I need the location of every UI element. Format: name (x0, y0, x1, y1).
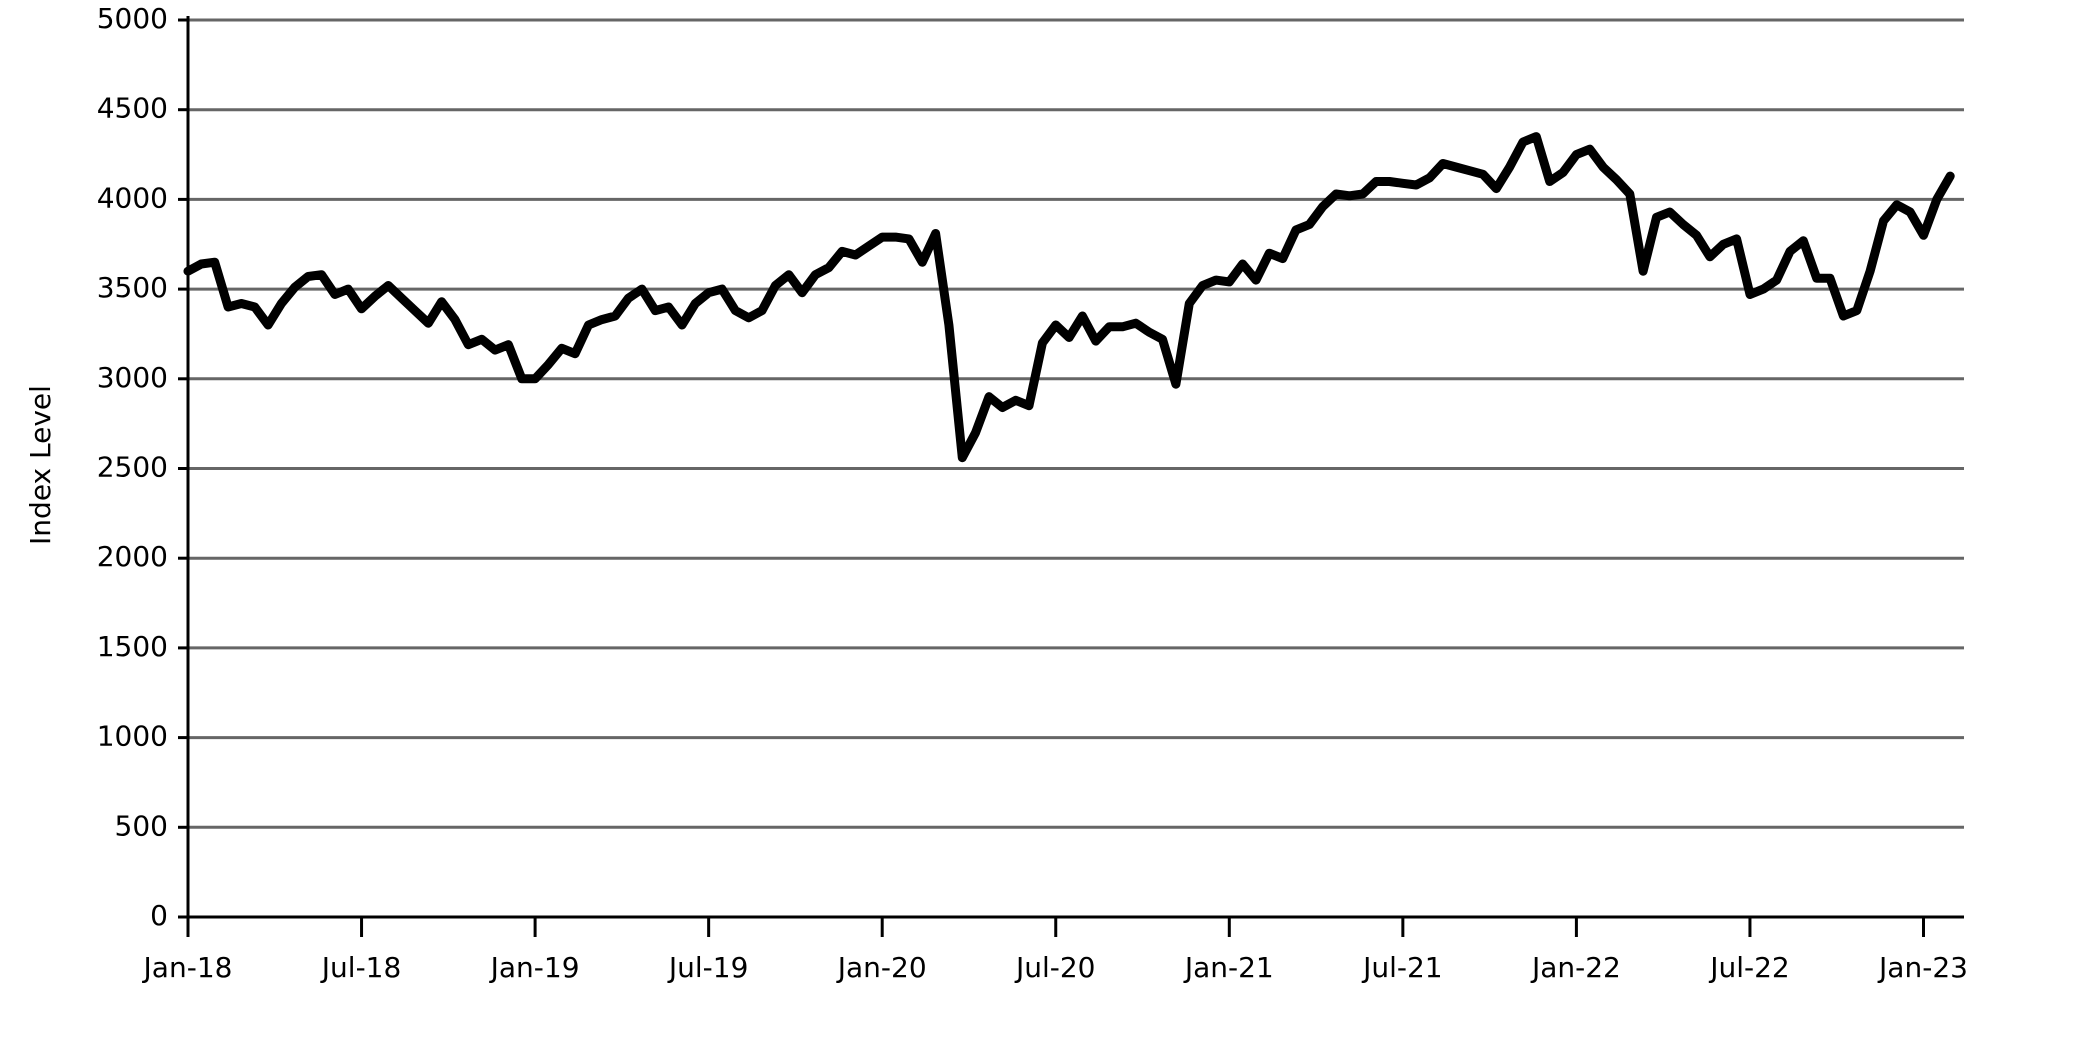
x-tick-label: Jan-23 (1877, 951, 1968, 984)
y-tick-label: 1000 (97, 720, 168, 753)
y-tick-label: 3500 (97, 271, 168, 304)
x-tick-label: Jul-21 (1361, 951, 1443, 984)
y-tick-label: 4000 (97, 181, 168, 214)
y-tick-label: 0 (150, 899, 168, 932)
x-tick-label: Jul-20 (1014, 951, 1096, 984)
y-tick-label: 1500 (97, 630, 168, 663)
y-tick-label: 4500 (97, 92, 168, 125)
x-tick-label: Jul-19 (667, 951, 749, 984)
x-tick-label: Jan-20 (836, 951, 927, 984)
y-axis-label: Index Level (24, 385, 57, 545)
x-tick-label: Jan-19 (489, 951, 580, 984)
y-tick-label: 2500 (97, 451, 168, 484)
x-tick-label: Jan-18 (142, 951, 233, 984)
x-tick-label: Jul-18 (320, 951, 402, 984)
x-tick-label: Jul-22 (1708, 951, 1790, 984)
x-tick-label: Jan-21 (1183, 951, 1274, 984)
y-tick-label: 3000 (97, 361, 168, 394)
x-tick-label: Jan-22 (1530, 951, 1621, 984)
data-line (183, 132, 1955, 463)
y-tick-label: 2000 (97, 540, 168, 573)
y-tick-label: 5000 (97, 2, 168, 35)
y-tick-label: 500 (115, 809, 168, 842)
